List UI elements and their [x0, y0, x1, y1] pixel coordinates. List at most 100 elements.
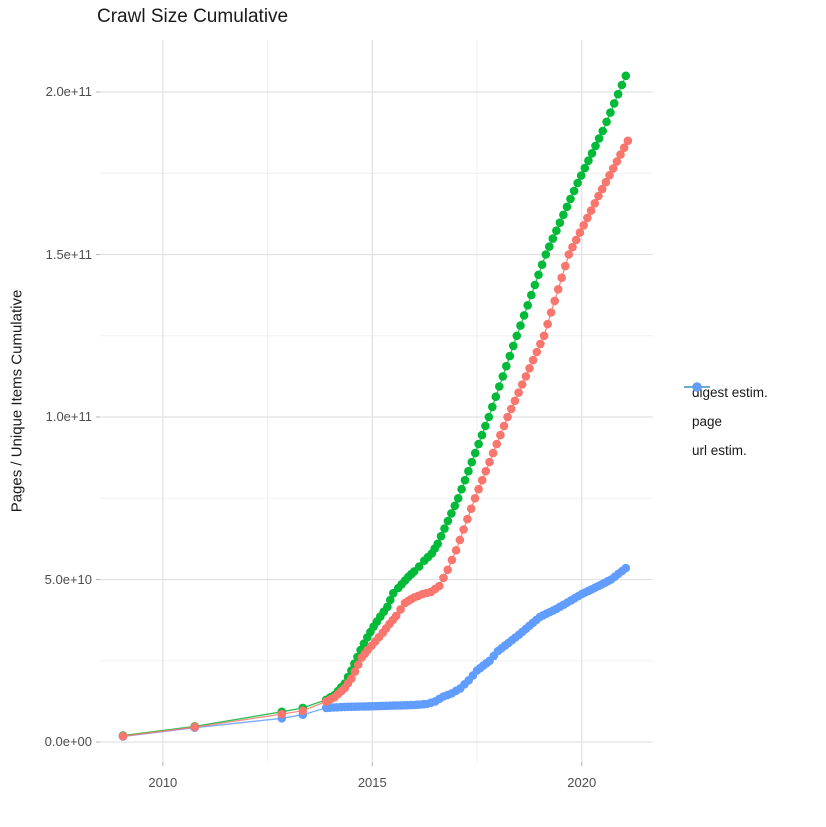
x-tick-label: 2015 — [357, 775, 387, 790]
data-point — [580, 163, 590, 173]
data-point — [443, 565, 453, 575]
data-point — [548, 234, 558, 243]
data-point — [470, 448, 480, 458]
data-point — [464, 466, 473, 476]
data-point — [619, 143, 629, 152]
data-point — [606, 108, 615, 117]
data-point — [414, 562, 424, 571]
data-point — [575, 228, 585, 237]
data-point — [505, 351, 515, 361]
data-point — [453, 494, 463, 503]
data-point — [439, 573, 448, 583]
data-point — [509, 341, 518, 351]
data-point — [571, 235, 581, 245]
data-point — [519, 311, 529, 320]
data-point — [447, 509, 456, 518]
data-point — [507, 404, 516, 414]
data-point — [517, 380, 527, 389]
x-tick-label: 2020 — [567, 775, 597, 790]
data-point — [463, 514, 472, 524]
data-point — [457, 484, 466, 494]
data-point — [609, 99, 619, 108]
data-point — [347, 674, 356, 683]
data-point — [530, 280, 540, 290]
data-point — [594, 191, 603, 201]
data-point — [590, 199, 600, 208]
data-point — [298, 706, 308, 716]
legend-item: page — [684, 382, 768, 436]
data-point — [523, 301, 532, 310]
data-point — [450, 501, 460, 511]
data-point — [396, 605, 405, 614]
data-point — [621, 71, 631, 81]
data-point — [561, 261, 570, 271]
data-point — [502, 361, 511, 371]
data-point — [436, 531, 446, 541]
data-point — [496, 430, 505, 440]
y-tick-label: 2.0e+11 — [45, 84, 92, 99]
data-point — [597, 184, 607, 194]
data-point — [545, 242, 554, 251]
data-point — [474, 439, 483, 449]
data-point — [440, 524, 449, 533]
data-point — [435, 581, 444, 591]
chart-title: Crawl Size Cumulative — [97, 6, 289, 27]
series-line — [122, 567, 627, 738]
data-point — [576, 171, 586, 180]
legend-label: digest estim. — [692, 385, 768, 400]
data-point — [488, 402, 497, 412]
legend-label: page — [692, 414, 723, 429]
legend: digest estim. page url estim. — [684, 378, 768, 465]
data-point — [562, 202, 572, 212]
data-point — [433, 539, 443, 549]
data-point — [537, 260, 547, 270]
data-point — [491, 392, 501, 402]
data-point — [569, 186, 579, 196]
data-point — [460, 475, 470, 485]
y-tick-label: 1.0e+11 — [45, 409, 92, 424]
data-point — [552, 226, 561, 235]
data-point — [459, 525, 468, 534]
data-point — [484, 412, 494, 422]
data-point — [467, 457, 477, 467]
data-point — [383, 602, 392, 612]
data-point — [499, 421, 509, 431]
data-point — [617, 80, 627, 90]
data-point — [623, 136, 633, 146]
data-point — [594, 134, 604, 143]
data-point — [543, 319, 552, 329]
data-point — [118, 731, 128, 741]
data-point — [541, 250, 551, 259]
data-point — [532, 347, 542, 357]
data-point — [466, 504, 476, 513]
data-point — [550, 296, 559, 306]
data-point — [492, 439, 502, 449]
data-point — [559, 210, 568, 220]
data-point — [488, 448, 498, 458]
data-point — [470, 494, 480, 503]
data-point — [587, 149, 597, 158]
data-point — [447, 555, 457, 565]
data-point — [354, 660, 363, 669]
data-point — [521, 372, 531, 381]
data-point — [586, 206, 596, 215]
data-point — [601, 177, 611, 187]
data-point — [616, 150, 625, 159]
data-point — [350, 667, 360, 676]
data-point — [546, 308, 556, 317]
data-point — [514, 388, 523, 397]
data-point — [495, 382, 504, 391]
data-point — [605, 171, 614, 180]
data-point — [485, 457, 494, 467]
data-point — [512, 331, 522, 341]
data-point — [553, 285, 563, 294]
data-point — [612, 157, 622, 166]
data-point — [391, 611, 401, 621]
data-point — [516, 321, 525, 330]
data-point — [583, 213, 592, 223]
data-point — [621, 563, 631, 573]
data-point — [527, 290, 536, 300]
data-point — [591, 141, 600, 151]
data-point — [277, 709, 287, 719]
